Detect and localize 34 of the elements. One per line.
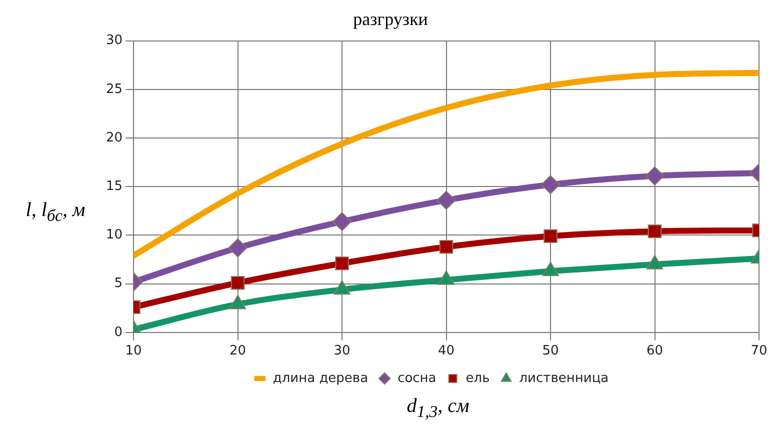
x-tick-label: 40 bbox=[438, 344, 455, 359]
x-tick-label: 50 bbox=[542, 344, 559, 359]
point bbox=[332, 212, 352, 232]
y-tick-label: 10 bbox=[106, 228, 123, 243]
x-axis-title: d$_{1,3}$, см bbox=[406, 395, 470, 422]
point bbox=[436, 190, 456, 210]
y-tick-label: 20 bbox=[106, 130, 123, 146]
point bbox=[229, 294, 246, 310]
y-tick-label: 30 bbox=[106, 33, 123, 48]
legend-label: лиственница bbox=[519, 370, 609, 386]
x-tick-label: 20 bbox=[230, 344, 246, 359]
x-tick-label: 70 bbox=[750, 344, 768, 359]
y-tick-label: 25 bbox=[106, 82, 123, 97]
x-tick-label: 10 bbox=[125, 344, 142, 359]
legend-label: ель bbox=[466, 370, 490, 386]
point bbox=[230, 276, 245, 290]
legend-label: длина дерева bbox=[272, 370, 368, 386]
point bbox=[645, 166, 664, 186]
chart-title: разгрузки bbox=[352, 8, 429, 30]
legend-label: сосна bbox=[398, 370, 436, 386]
y-tick-label: 5 bbox=[114, 276, 123, 292]
point bbox=[335, 256, 349, 270]
point bbox=[541, 175, 560, 194]
point bbox=[542, 262, 559, 276]
point bbox=[648, 224, 662, 238]
x-tick-label: 30 bbox=[334, 344, 350, 359]
point bbox=[334, 280, 350, 295]
y-axis-title: l, l$_{бс}$, м bbox=[24, 199, 86, 226]
y-tick-label: 0 bbox=[114, 324, 123, 340]
point bbox=[544, 229, 558, 244]
y-tick-label: 15 bbox=[106, 178, 123, 194]
point bbox=[439, 240, 454, 254]
x-tick-label: 60 bbox=[646, 344, 664, 359]
point bbox=[228, 238, 248, 258]
